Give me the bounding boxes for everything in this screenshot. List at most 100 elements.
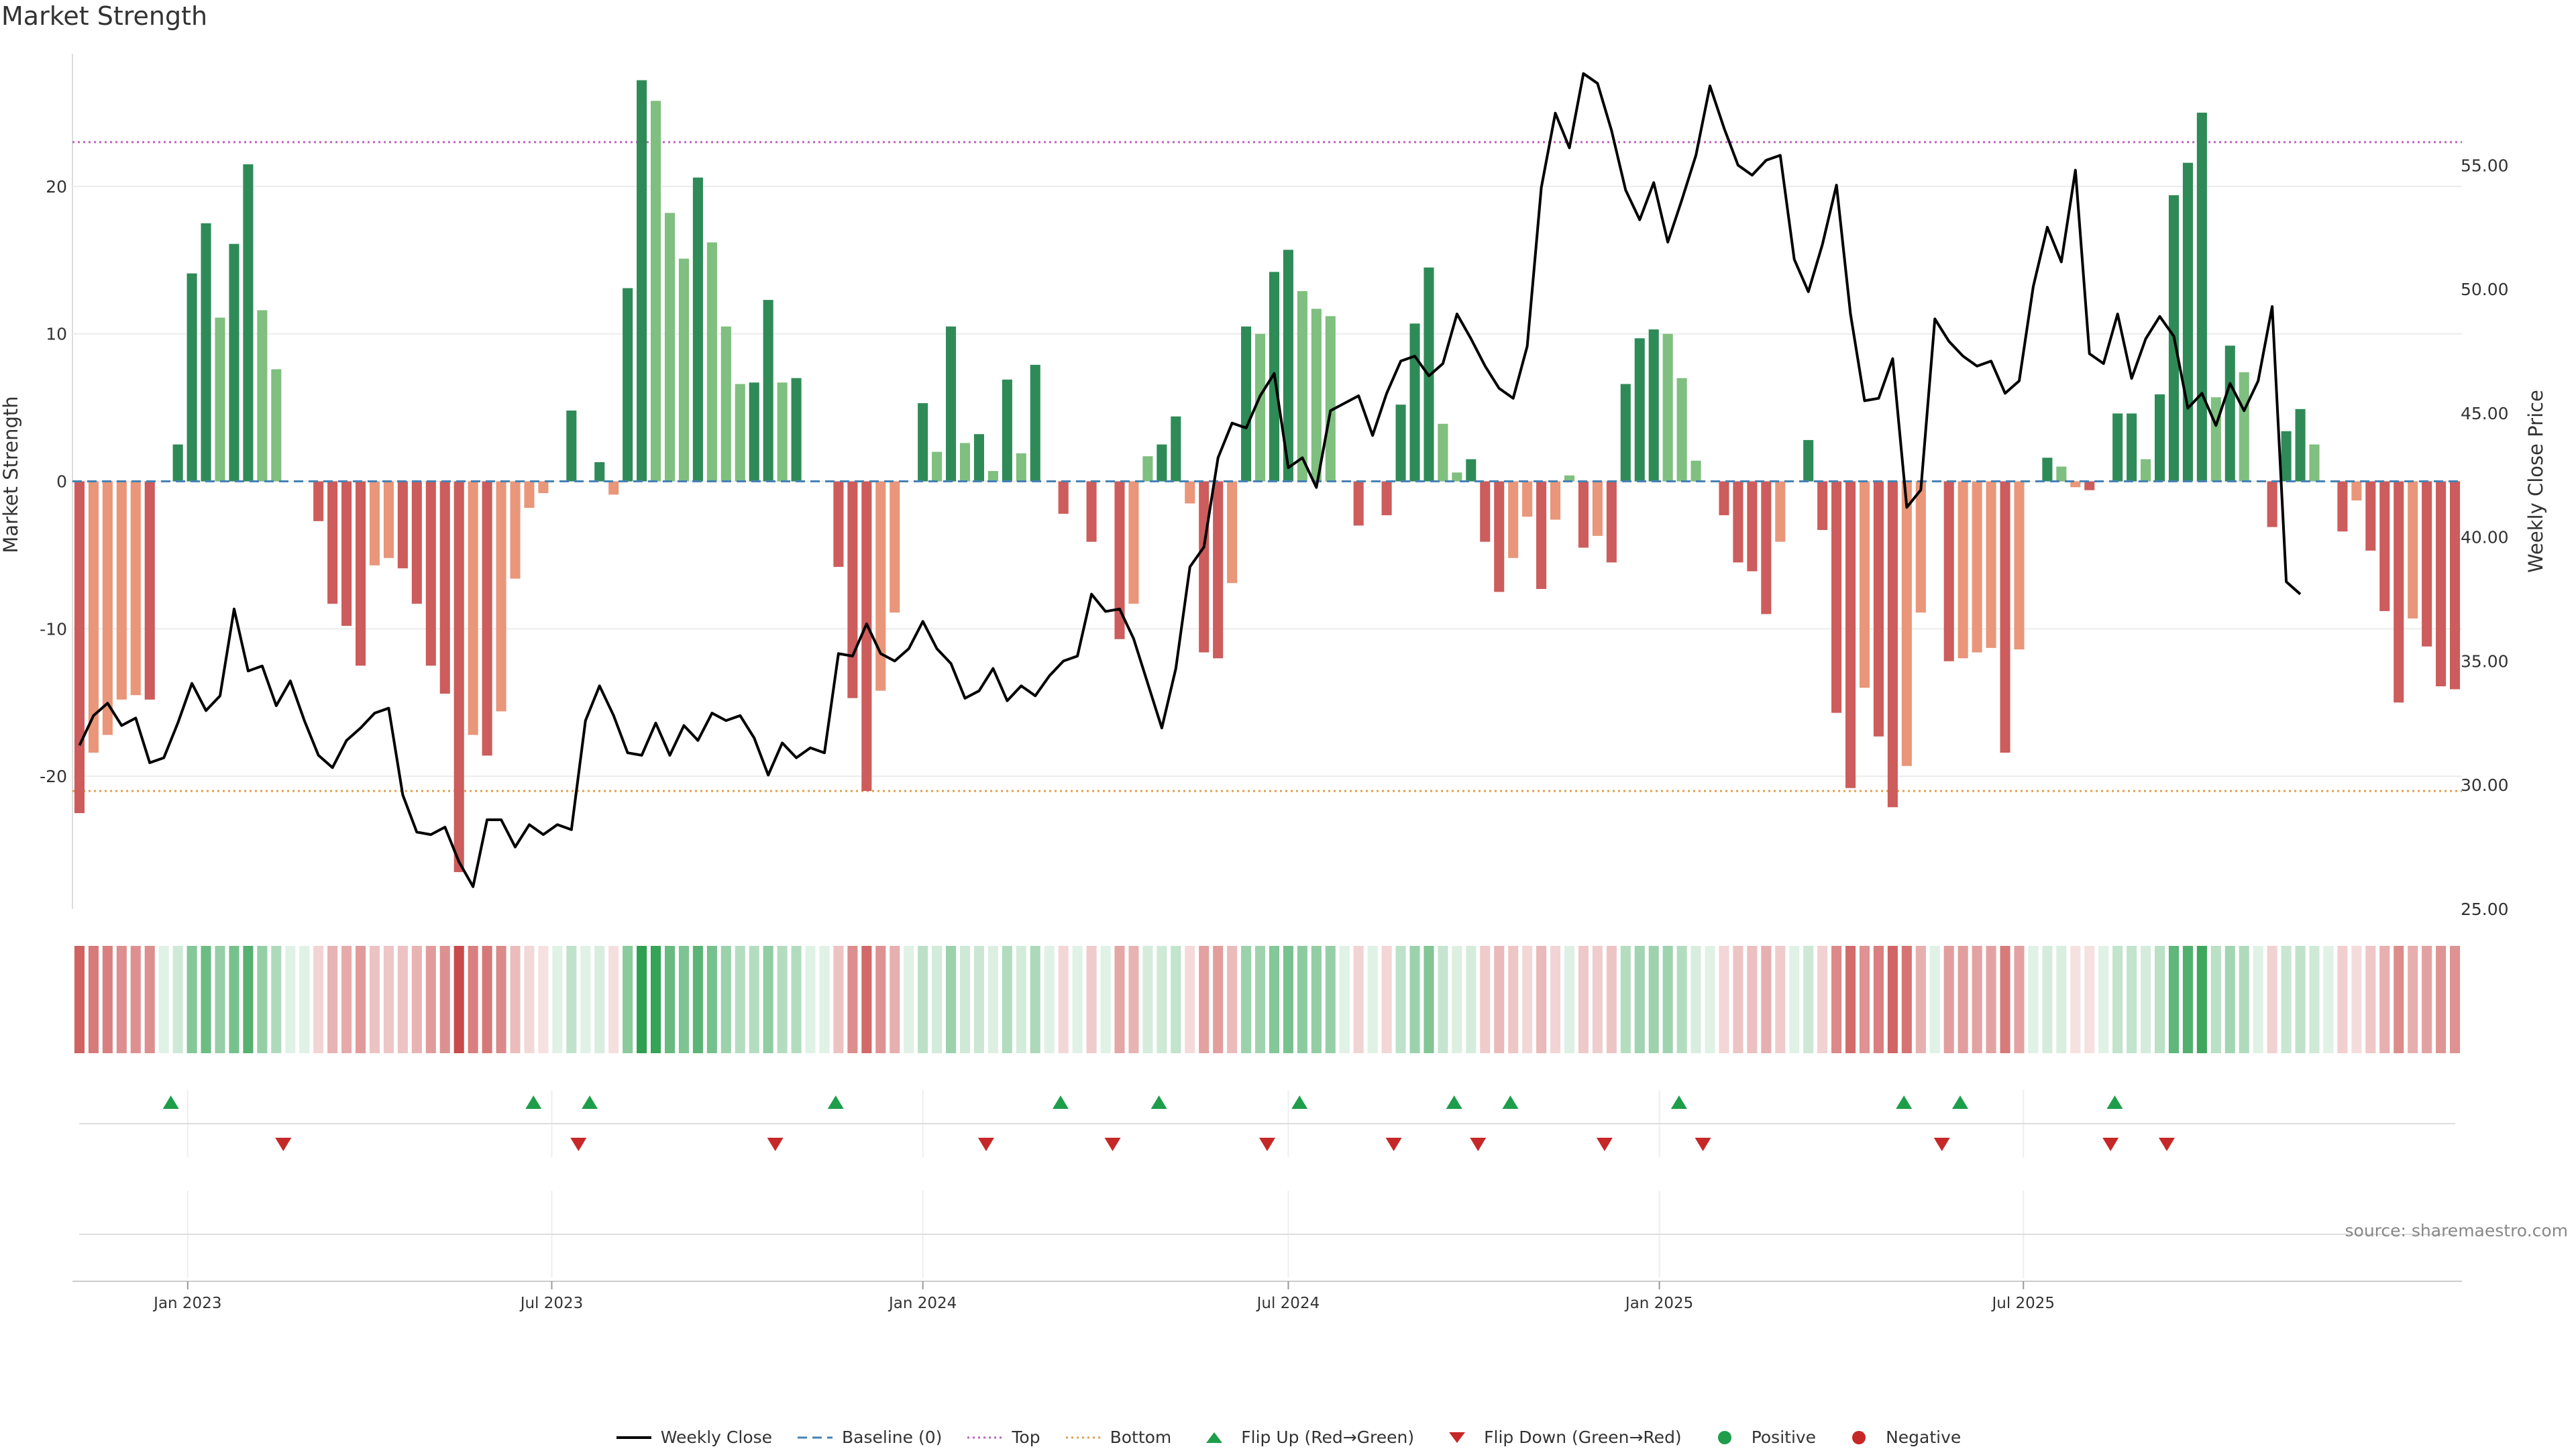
legend-label: Baseline (0) bbox=[842, 1428, 943, 1447]
heat-strip-cell bbox=[1845, 946, 1856, 1053]
legend-label: Negative bbox=[1886, 1428, 1962, 1447]
heat-strip-cell bbox=[369, 946, 380, 1053]
strength-bar bbox=[2379, 481, 2390, 611]
heat-strip-cell bbox=[524, 946, 535, 1053]
strength-bar bbox=[1325, 316, 1336, 482]
strength-bar bbox=[1873, 481, 1884, 737]
heat-strip-cell bbox=[2337, 946, 2348, 1053]
heat-strip-cell bbox=[580, 946, 591, 1053]
strength-bar bbox=[1690, 460, 1701, 482]
heat-strip-cell bbox=[1114, 946, 1125, 1053]
heat-strip-cell bbox=[2042, 946, 2053, 1053]
strength-bar bbox=[1761, 481, 1772, 614]
heat-strip-cell bbox=[2141, 946, 2151, 1053]
strength-bar bbox=[2436, 481, 2447, 687]
x-tick-label: Jan 2024 bbox=[888, 1295, 957, 1312]
heat-strip-cell bbox=[1873, 946, 1884, 1053]
flip-down-marker bbox=[275, 1138, 292, 1151]
strength-bar bbox=[2422, 481, 2432, 647]
heat-strip-cell bbox=[1789, 946, 1800, 1053]
strength-bar bbox=[2000, 481, 2010, 753]
heat-strip-cell bbox=[1339, 946, 1350, 1053]
strength-bar bbox=[987, 471, 998, 482]
heat-strip-cell bbox=[1859, 946, 1870, 1053]
heat-strip-cell bbox=[1016, 946, 1026, 1053]
heat-strip-cell bbox=[1831, 946, 1842, 1053]
heat-strip-cell bbox=[313, 946, 324, 1053]
flip-up-marker bbox=[162, 1095, 179, 1109]
strength-bar bbox=[2084, 481, 2095, 490]
strength-bar bbox=[2070, 481, 2081, 488]
strength-bar bbox=[608, 481, 619, 495]
strength-bar bbox=[411, 481, 422, 604]
strength-bar bbox=[2210, 397, 2221, 482]
heat-strip-cell bbox=[285, 946, 296, 1053]
x-tick-label: Jul 2024 bbox=[1256, 1295, 1320, 1312]
heat-strip-cell bbox=[2394, 946, 2404, 1053]
right-tick-label: 55.00 bbox=[2461, 156, 2509, 175]
heat-strip-cell bbox=[2365, 946, 2376, 1053]
heat-strip-cell bbox=[2028, 946, 2039, 1053]
heat-strip-cell bbox=[2379, 946, 2390, 1053]
strength-bar bbox=[932, 451, 943, 482]
right-tick-label: 50.00 bbox=[2461, 280, 2509, 299]
heat-strip-cell bbox=[904, 946, 914, 1053]
strength-bar bbox=[1564, 475, 1575, 482]
heat-strip-cell bbox=[2056, 946, 2067, 1053]
heat-strip-cell bbox=[875, 946, 886, 1053]
heat-strip-cell bbox=[2210, 946, 2221, 1053]
strength-bar bbox=[566, 410, 577, 482]
heat-strip-cell bbox=[2267, 946, 2277, 1053]
heat-strip-cell bbox=[2127, 946, 2137, 1053]
heat-strip-cell bbox=[2253, 946, 2263, 1053]
heat-strip-cell bbox=[692, 946, 703, 1053]
strength-bar bbox=[271, 369, 282, 482]
strength-bar bbox=[2112, 413, 2123, 482]
heat-strip-cell bbox=[1325, 946, 1336, 1053]
chart-legend: Weekly Close Baseline (0) Top Bottom Flip Up… bbox=[0, 1428, 2576, 1447]
x-tick-label: Jul 2023 bbox=[519, 1295, 584, 1312]
heat-strip-cell bbox=[2070, 946, 2081, 1053]
flip-down-marker bbox=[1596, 1138, 1613, 1151]
heat-strip-cell bbox=[2295, 946, 2306, 1053]
heat-strip-cell bbox=[1648, 946, 1659, 1053]
strength-bar bbox=[88, 481, 99, 753]
flip-down-marker bbox=[570, 1138, 587, 1151]
heat-strip-cell bbox=[1199, 946, 1210, 1053]
heat-strip-cell bbox=[439, 946, 450, 1053]
strength-bar bbox=[2239, 372, 2249, 482]
heat-strip-cell bbox=[987, 946, 998, 1053]
heat-strip-cell bbox=[74, 946, 85, 1053]
strength-bar bbox=[2154, 394, 2165, 482]
strength-bar bbox=[2056, 466, 2067, 482]
heat-strip-cell bbox=[1480, 946, 1491, 1053]
strength-bar bbox=[1438, 423, 1448, 482]
heat-strip-cell bbox=[946, 946, 957, 1053]
flip-up-marker bbox=[525, 1095, 542, 1109]
strength-bar bbox=[2365, 481, 2376, 551]
right-tick-label: 45.00 bbox=[2461, 404, 2509, 423]
heat-strip-cell bbox=[2168, 946, 2180, 1053]
heat-strip-cell bbox=[861, 946, 872, 1053]
heat-strip-cell bbox=[1634, 946, 1645, 1053]
heat-strip-cell bbox=[2014, 946, 2025, 1053]
weekly-close-line bbox=[78, 72, 2302, 888]
heat-strip-cell bbox=[1915, 946, 1926, 1053]
strength-bar bbox=[1620, 384, 1631, 482]
legend-dot-icon bbox=[1852, 1430, 1866, 1444]
strength-bar bbox=[369, 481, 380, 566]
heat-strip-cell bbox=[1297, 946, 1307, 1053]
strength-bar bbox=[2309, 444, 2320, 482]
strength-bar bbox=[706, 242, 717, 482]
heat-strip-cell bbox=[1901, 946, 1912, 1053]
heat-strip-cell bbox=[1044, 946, 1055, 1053]
flip-up-marker bbox=[1446, 1095, 1462, 1109]
left-tick-label: -20 bbox=[40, 767, 67, 786]
flip-down-marker bbox=[1259, 1138, 1275, 1151]
strength-bar bbox=[1016, 453, 1026, 482]
flip-down-marker bbox=[2158, 1138, 2175, 1151]
legend-item: Top bbox=[966, 1428, 1040, 1447]
heat-strip-cell bbox=[2449, 946, 2461, 1053]
heat-strip-cell bbox=[397, 946, 408, 1053]
flip-down-marker bbox=[2102, 1138, 2119, 1151]
